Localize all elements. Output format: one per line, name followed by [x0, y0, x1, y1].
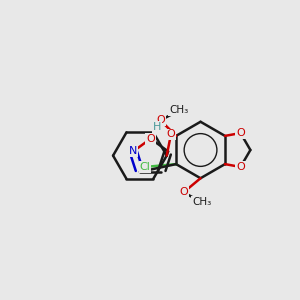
Text: H: H	[153, 122, 161, 132]
Text: Cl: Cl	[140, 162, 151, 172]
Text: N: N	[129, 146, 137, 156]
Text: CH₃: CH₃	[192, 197, 212, 207]
Text: O: O	[146, 134, 155, 144]
Text: CH₃: CH₃	[169, 106, 188, 116]
Text: O: O	[167, 129, 175, 140]
Text: O: O	[179, 188, 188, 197]
Text: O: O	[236, 128, 245, 138]
Text: O: O	[156, 116, 165, 125]
Text: O: O	[236, 162, 245, 172]
